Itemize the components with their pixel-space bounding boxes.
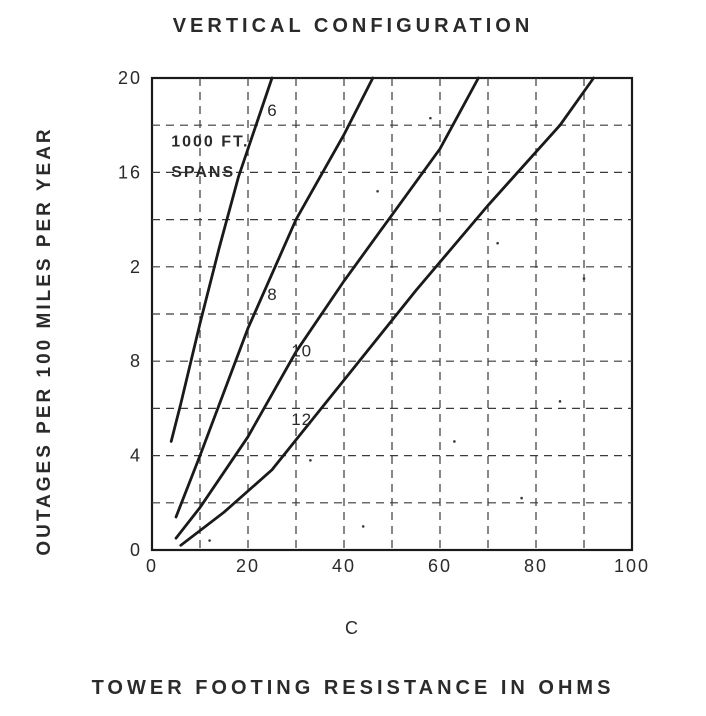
y-tick-label: 20 — [118, 68, 142, 88]
x-tick-label: 20 — [236, 556, 260, 576]
line-chart: 0 20 40 60 80 100 0 4 8 2 16 20 6 8 10 12 1000 FT. SPANS — [100, 62, 660, 594]
speckle-dot — [520, 497, 523, 500]
x-tick-label: 40 — [332, 556, 356, 576]
speckle-dot — [429, 117, 432, 120]
speckle-dot — [559, 400, 562, 403]
y-tick-label: 0 — [130, 540, 142, 560]
page: VERTICAL CONFIGURATION OUTAGES PER 100 M… — [0, 0, 706, 716]
x-tick-label: 60 — [428, 556, 452, 576]
x-tick-label: 80 — [524, 556, 548, 576]
speckle-dot — [309, 459, 312, 462]
x-tick-label: 100 — [614, 556, 650, 576]
y-tick-label: 4 — [130, 446, 142, 466]
speckle-dot — [208, 539, 211, 542]
speckle-dot — [496, 242, 499, 245]
speckle-dot — [453, 440, 456, 443]
speckle-dot — [362, 525, 365, 528]
y-tick-label: 8 — [130, 351, 142, 371]
chart-title-bottom: TOWER FOOTING RESISTANCE IN OHMS — [0, 677, 706, 700]
series-label: 12 — [291, 410, 312, 429]
series-label: 6 — [267, 101, 277, 120]
y-axis-label: OUTAGES PER 100 MILES PER YEAR — [34, 101, 56, 581]
series-label: 10 — [291, 341, 312, 360]
spans-annotation-line1: 1000 FT. — [171, 133, 249, 150]
speckle-dot — [583, 277, 586, 280]
x-axis-letter: C — [0, 618, 706, 639]
spans-annotation-line2: SPANS — [171, 164, 235, 181]
y-tick-label: 16 — [118, 162, 142, 182]
chart-title-top: VERTICAL CONFIGURATION — [0, 15, 706, 38]
y-tick-label: 2 — [130, 257, 142, 277]
x-tick-label: 0 — [146, 556, 158, 576]
series-label: 8 — [267, 285, 277, 304]
speckle-dot — [376, 190, 379, 193]
